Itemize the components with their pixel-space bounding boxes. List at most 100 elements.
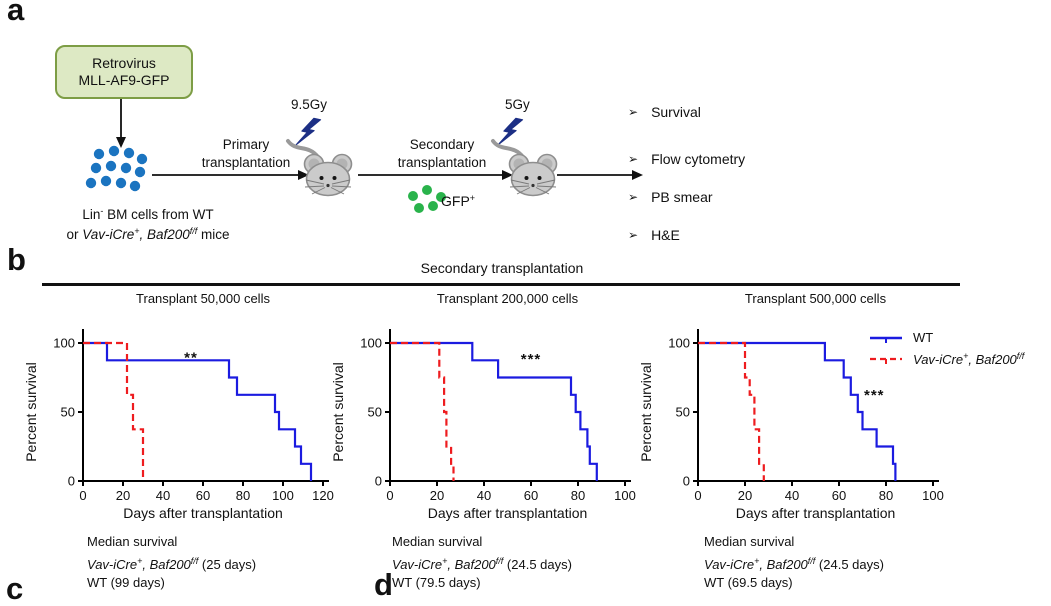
x-tick-label: 60 xyxy=(524,488,538,503)
secondary-arrow xyxy=(358,170,513,180)
y-tick-label: 50 xyxy=(676,405,690,420)
median-survival-block-2: Median survival Vav-iCre+, Baf200f/f (24… xyxy=(392,533,572,593)
x-tick-label: 0 xyxy=(79,488,86,503)
km-curve-ko xyxy=(698,341,765,481)
outcome-arrow xyxy=(557,170,643,180)
median-wt-line: WT (99 days) xyxy=(87,575,165,590)
y-tick-label: 0 xyxy=(375,474,382,489)
significance-stars: ** xyxy=(184,350,198,367)
median-ko-line: Vav-iCre+, Baf200f/f (24.5 days) xyxy=(392,555,572,572)
km-curve-wt xyxy=(83,341,313,481)
median-survival-block-1: Median survival Vav-iCre+, Baf200f/f (25… xyxy=(87,533,256,593)
x-tick-label: 120 xyxy=(312,488,334,503)
chart-title-3: Transplant 500,000 cells xyxy=(744,291,887,306)
y-tick-label: 0 xyxy=(683,474,690,489)
x-axis-label: Days after transplantation xyxy=(428,505,588,521)
y-tick-label: 100 xyxy=(668,336,690,351)
primary-arrow xyxy=(152,170,309,180)
outcome-item-he: ➢ H&E xyxy=(628,227,680,243)
median-title: Median survival xyxy=(392,534,483,549)
km-curve-wt xyxy=(698,341,897,481)
outcome-item-flow-cytometry: ➢ Flow cytometry xyxy=(628,151,746,167)
x-tick-label: 40 xyxy=(477,488,491,503)
median-wt-line: WT (69.5 days) xyxy=(704,575,793,590)
y-tick-label: 100 xyxy=(360,336,382,351)
median-survival-block-3: Median survival Vav-iCre+, Baf200f/f (24… xyxy=(704,533,884,593)
down-arrow xyxy=(116,98,126,148)
legend-item-wt: WT xyxy=(868,330,1024,345)
x-tick-label: 80 xyxy=(571,488,585,503)
x-tick-label: 80 xyxy=(879,488,893,503)
arrow-bullet-icon: ➢ xyxy=(628,228,639,242)
mouse-icon-2 xyxy=(491,139,558,197)
legend-item-ko: Vav-iCre+, Baf200f/f xyxy=(868,351,1024,367)
gfp-cells-dots-icon xyxy=(408,185,446,213)
median-wt-line: WT (79.5 days) xyxy=(392,575,481,590)
y-tick-label: 100 xyxy=(53,336,75,351)
header-rule xyxy=(42,283,960,286)
dose-primary-label: 9.5Gy xyxy=(291,97,328,112)
x-tick-label: 100 xyxy=(614,488,636,503)
x-axis-label: Days after transplantation xyxy=(736,505,896,521)
median-ko-line: Vav-iCre+, Baf200f/f (25 days) xyxy=(87,555,257,572)
bm-cells-caption-line2: or Vav-iCre+, Baf200f/f mice xyxy=(66,226,230,242)
arrow-bullet-icon: ➢ xyxy=(628,190,639,204)
km-curve-ko xyxy=(390,341,455,481)
x-tick-label: 100 xyxy=(272,488,294,503)
y-tick-label: 0 xyxy=(68,474,75,489)
significance-stars: *** xyxy=(521,351,542,368)
median-title: Median survival xyxy=(87,534,178,549)
mouse-icon-1 xyxy=(286,139,353,197)
legend-wt-label: WT xyxy=(913,330,934,345)
ko-line-sample-icon xyxy=(870,357,902,364)
axes xyxy=(82,329,329,482)
panel-b-label: b xyxy=(7,242,26,277)
x-tick-label: 100 xyxy=(922,488,944,503)
dose-secondary-label: 5Gy xyxy=(505,97,530,112)
arrow-bullet-icon: ➢ xyxy=(628,152,639,166)
outcome-item-pb-smear: ➢ PB smear xyxy=(628,189,713,205)
retrovirus-box-line1: Retrovirus xyxy=(92,55,156,71)
chart-title-1: Transplant 50,000 cells xyxy=(136,291,270,306)
secondary-transplantation-label: Secondary transplantation xyxy=(397,137,487,170)
x-tick-label: 20 xyxy=(738,488,752,503)
legend-ko-label: Vav-iCre+, Baf200f/f xyxy=(913,351,1025,367)
survival-chart-500000: 0 20 40 60 80 100 0 50 100 Days after transplanta… xyxy=(638,329,944,521)
x-tick-label: 80 xyxy=(236,488,250,503)
median-ko-line: Vav-iCre+, Baf200f/f (24.5 days) xyxy=(704,555,884,572)
primary-transplantation-label: Primary transplantation xyxy=(201,137,291,170)
gfp-label: GFP+ xyxy=(441,193,476,209)
y-tick-label: 50 xyxy=(61,405,75,420)
chart-title-2: Transplant 200,000 cells xyxy=(436,291,579,306)
y-axis-label: Percent survival xyxy=(638,362,654,462)
x-tick-label: 0 xyxy=(694,488,701,503)
x-axis-label: Days after transplantation xyxy=(123,505,283,521)
bm-cells-dots-icon xyxy=(85,145,148,192)
arrow-bullet-icon: ➢ xyxy=(628,105,639,119)
significance-stars: *** xyxy=(864,387,885,404)
y-axis-label: Percent survival xyxy=(330,362,346,462)
panel-b-header: Secondary transplantation xyxy=(420,260,584,276)
lightning-icon-2 xyxy=(497,117,524,146)
median-title: Median survival xyxy=(704,534,795,549)
bm-cells-caption: Lin- BM cells from WT or Vav-iCre+, Baf2… xyxy=(38,203,258,243)
panel-d-label: d xyxy=(374,567,393,602)
retrovirus-box: Retrovirus MLL-AF9-GFP xyxy=(55,45,193,99)
x-tick-label: 60 xyxy=(196,488,210,503)
km-curve-ko xyxy=(83,341,145,481)
panel-a-label: a xyxy=(7,0,25,27)
lightning-icon-1 xyxy=(295,117,322,146)
x-tick-label: 60 xyxy=(832,488,846,503)
axes xyxy=(389,329,631,482)
panel-c-label: c xyxy=(6,571,24,606)
y-tick-label: 50 xyxy=(368,405,382,420)
x-tick-label: 40 xyxy=(785,488,799,503)
panel-a-graphics xyxy=(85,98,643,213)
legend: WT Vav-iCre+, Baf200f/f xyxy=(868,330,1024,367)
km-curve-wt xyxy=(390,341,598,481)
x-tick-label: 20 xyxy=(430,488,444,503)
x-tick-label: 0 xyxy=(386,488,393,503)
survival-chart-50000: 0 20 40 60 80 100 120 0 50 100 Days after transpla… xyxy=(23,329,334,521)
x-tick-label: 40 xyxy=(156,488,170,503)
retrovirus-box-line2: MLL-AF9-GFP xyxy=(78,72,170,88)
